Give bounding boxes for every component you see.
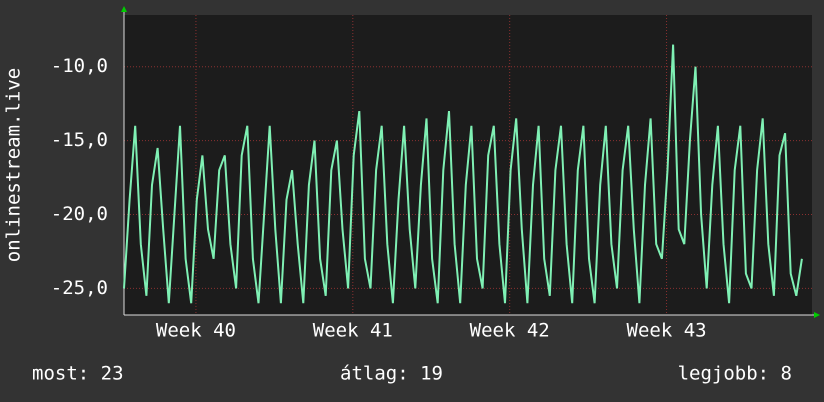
- x-tick-label: Week 41: [313, 320, 393, 342]
- y-tick-label: -25,0: [51, 277, 108, 299]
- y-axis-arrow: [121, 6, 127, 12]
- data-line: [123, 44, 803, 304]
- x-tick-label: Week 42: [470, 320, 550, 342]
- y-tick-label: -10,0: [51, 55, 108, 77]
- footer-best: legjobb: 8: [678, 363, 792, 385]
- x-tick-label: Week 43: [627, 320, 707, 342]
- y-axis-label: onlinestream.live: [3, 68, 25, 262]
- footer-now: most: 23: [32, 363, 124, 385]
- y-tick-label: -15,0: [51, 129, 108, 151]
- footer-avg: átlag: 19: [340, 363, 443, 385]
- y-tick-label: -20,0: [51, 203, 108, 225]
- x-axis-arrow: [814, 312, 820, 318]
- x-tick-label: Week 40: [156, 320, 236, 342]
